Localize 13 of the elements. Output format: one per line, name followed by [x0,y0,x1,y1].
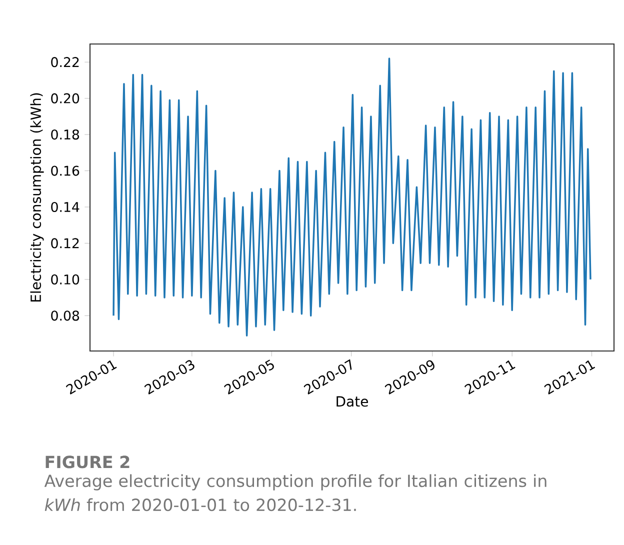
y-axis-title: Electricity consumption (kWh) [30,93,44,302]
y-tick-label: 0.18 [51,129,80,140]
y-tick-label: 0.14 [51,202,80,212]
line-series [112,58,592,336]
y-tick-label: 0.10 [51,274,80,284]
y-tick-label: 0.20 [51,93,80,104]
y-tick-label: 0.12 [51,238,79,248]
y-tick-label: 0.16 [51,166,80,176]
x-axis-title: Date [336,396,368,407]
caption: FIGURE 2 [46,456,130,468]
y-tick-label: 0.22 [51,57,79,68]
y-tick-label: 0.08 [51,310,80,321]
text: Average electricity consumption profile for Italian citizens in kWh from 2020-01-01 to 2020-12-31. [44,474,546,512]
